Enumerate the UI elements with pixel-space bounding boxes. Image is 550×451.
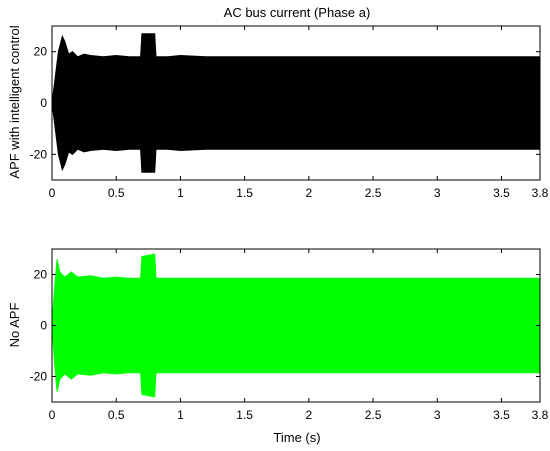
x-axis-label: Time (s) (273, 430, 320, 445)
x-tick-label: 0 (49, 408, 56, 422)
series-envelope (51, 33, 541, 173)
x-tick-label: 2.5 (365, 186, 382, 200)
y-axis-label: No APF (7, 303, 22, 348)
series-envelope (51, 253, 541, 398)
x-tick-label: 2 (305, 186, 312, 200)
x-tick-label: 1.5 (236, 186, 253, 200)
y-tick-label: 20 (34, 45, 48, 59)
x-tick-label: 3.8 (532, 186, 549, 200)
y-axis-label: APF with intelligent control (7, 25, 22, 178)
axes-frame (51, 25, 541, 181)
x-tick-label: 3 (434, 186, 441, 200)
x-tick-label: 1.5 (236, 408, 253, 422)
panel-bottom: Time (s) No APF 0 0.5 1 1.5 2 2.5 3 3.5 3.8 -20 0… (7, 248, 549, 445)
y-tick-label: 0 (40, 319, 47, 333)
x-tick-label: 3.8 (532, 408, 549, 422)
x-tick-label: 0 (49, 186, 56, 200)
y-axis: -20 0 20 (30, 45, 540, 161)
y-tick-label: 0 (40, 96, 47, 110)
y-axis: -20 0 20 (30, 268, 540, 384)
x-axis: 0 0.5 1 1.5 2 2.5 3 3.5 3.8 (49, 26, 549, 200)
axes-frame (51, 248, 541, 403)
x-tick-label: 0.5 (108, 186, 125, 200)
y-tick-label: 20 (34, 268, 48, 282)
x-tick-label: 3.5 (493, 408, 510, 422)
x-tick-label: 3.5 (493, 186, 510, 200)
y-tick-label: -20 (30, 147, 48, 161)
plot-title: AC bus current (Phase a) (224, 5, 371, 20)
plot-area (51, 253, 541, 398)
y-tick-label: -20 (30, 370, 48, 384)
plot-area (51, 33, 541, 173)
x-tick-label: 1 (177, 186, 184, 200)
x-tick-label: 1 (177, 408, 184, 422)
x-tick-label: 2.5 (365, 408, 382, 422)
x-tick-label: 2 (305, 408, 312, 422)
panel-top: AC bus current (Phase a) APF with intell… (7, 5, 549, 200)
x-tick-label: 0.5 (108, 408, 125, 422)
x-tick-label: 3 (434, 408, 441, 422)
